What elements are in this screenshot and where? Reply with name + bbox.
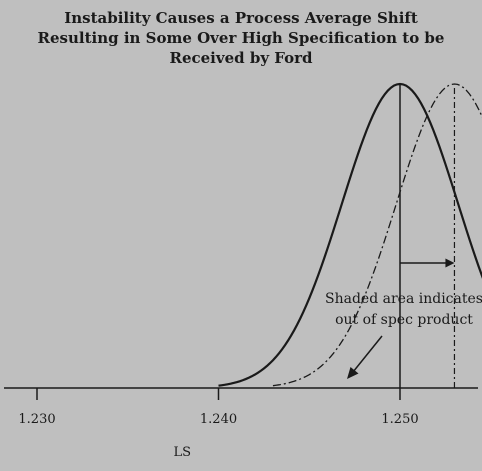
title-line-1: Instability Causes a Process Average Shi… bbox=[64, 9, 418, 27]
x-tick-label: 1.250 bbox=[381, 412, 418, 427]
annotation-line-1: Shaded area indicates bbox=[325, 291, 482, 307]
annotation-line-2: out of spec product bbox=[335, 312, 473, 328]
shifted-distribution-curve bbox=[272, 83, 482, 387]
x-tick-label: 1.230 bbox=[18, 412, 55, 427]
original-distribution-curve bbox=[218, 82, 482, 387]
spec-limit-label: LS bbox=[174, 445, 192, 460]
title-line-3: Received by Ford bbox=[169, 49, 313, 67]
shift-arrow-head bbox=[445, 258, 455, 268]
chart-title: Instability Causes a Process Average Shi… bbox=[0, 8, 482, 68]
annotation-pointer-head bbox=[347, 367, 359, 379]
annotation-pointer bbox=[352, 335, 383, 373]
x-tick-label: 1.240 bbox=[200, 412, 237, 427]
title-line-2: Resulting in Some Over High Specificatio… bbox=[37, 29, 445, 47]
